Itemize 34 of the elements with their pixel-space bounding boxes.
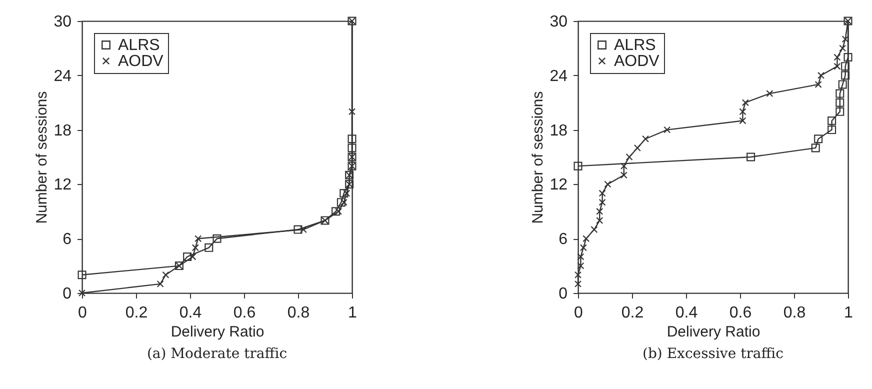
x-tick-label: 0.6 [233, 304, 256, 322]
x-tick-label: 0.4 [179, 304, 202, 322]
text: (a) Moderate traffic [146, 346, 288, 362]
x-tick-label: 0.2 [125, 304, 148, 322]
y-tick-label: 24 [550, 68, 568, 85]
y-tick-label: 30 [550, 14, 568, 30]
y-tick-label: 0 [558, 286, 568, 302]
x-tick-label: 0 [574, 304, 584, 322]
y-tick-label: 12 [550, 176, 568, 194]
x-tick-label: 0.4 [675, 304, 698, 322]
x-tick-label: 0.6 [729, 304, 752, 322]
legend-label: ALRS [614, 37, 656, 54]
x-tick-label: 0.2 [621, 304, 644, 322]
y-tick-label: 12 [54, 176, 72, 194]
legend-label: ALRS [118, 37, 160, 54]
y-tick-label: 6 [558, 231, 568, 248]
x-tick-label: 0 [78, 304, 88, 322]
y-tick-label: 24 [54, 68, 72, 85]
x-tick-label: 0.8 [287, 304, 310, 322]
text: (b) Excessive traffic [642, 346, 784, 362]
x-tick-label: 0.8 [783, 304, 806, 322]
x-axis-title: Delivery Ratio [666, 324, 760, 340]
y-tick-label: 30 [54, 14, 72, 30]
legend-label: AODV [118, 53, 164, 70]
y-axis-title: Number of sessions [34, 91, 51, 224]
legend-label: AODV [614, 53, 660, 70]
y-tick-label: 18 [550, 122, 568, 140]
x-tick-label: 1 [844, 304, 854, 322]
y-tick-label: 6 [62, 231, 72, 248]
y-axis-title: Number of sessions [530, 91, 547, 224]
x-axis-title: Delivery Ratio [170, 324, 264, 340]
y-tick-label: 18 [54, 122, 72, 140]
y-tick-label: 0 [62, 286, 72, 302]
x-tick-label: 1 [348, 304, 358, 322]
